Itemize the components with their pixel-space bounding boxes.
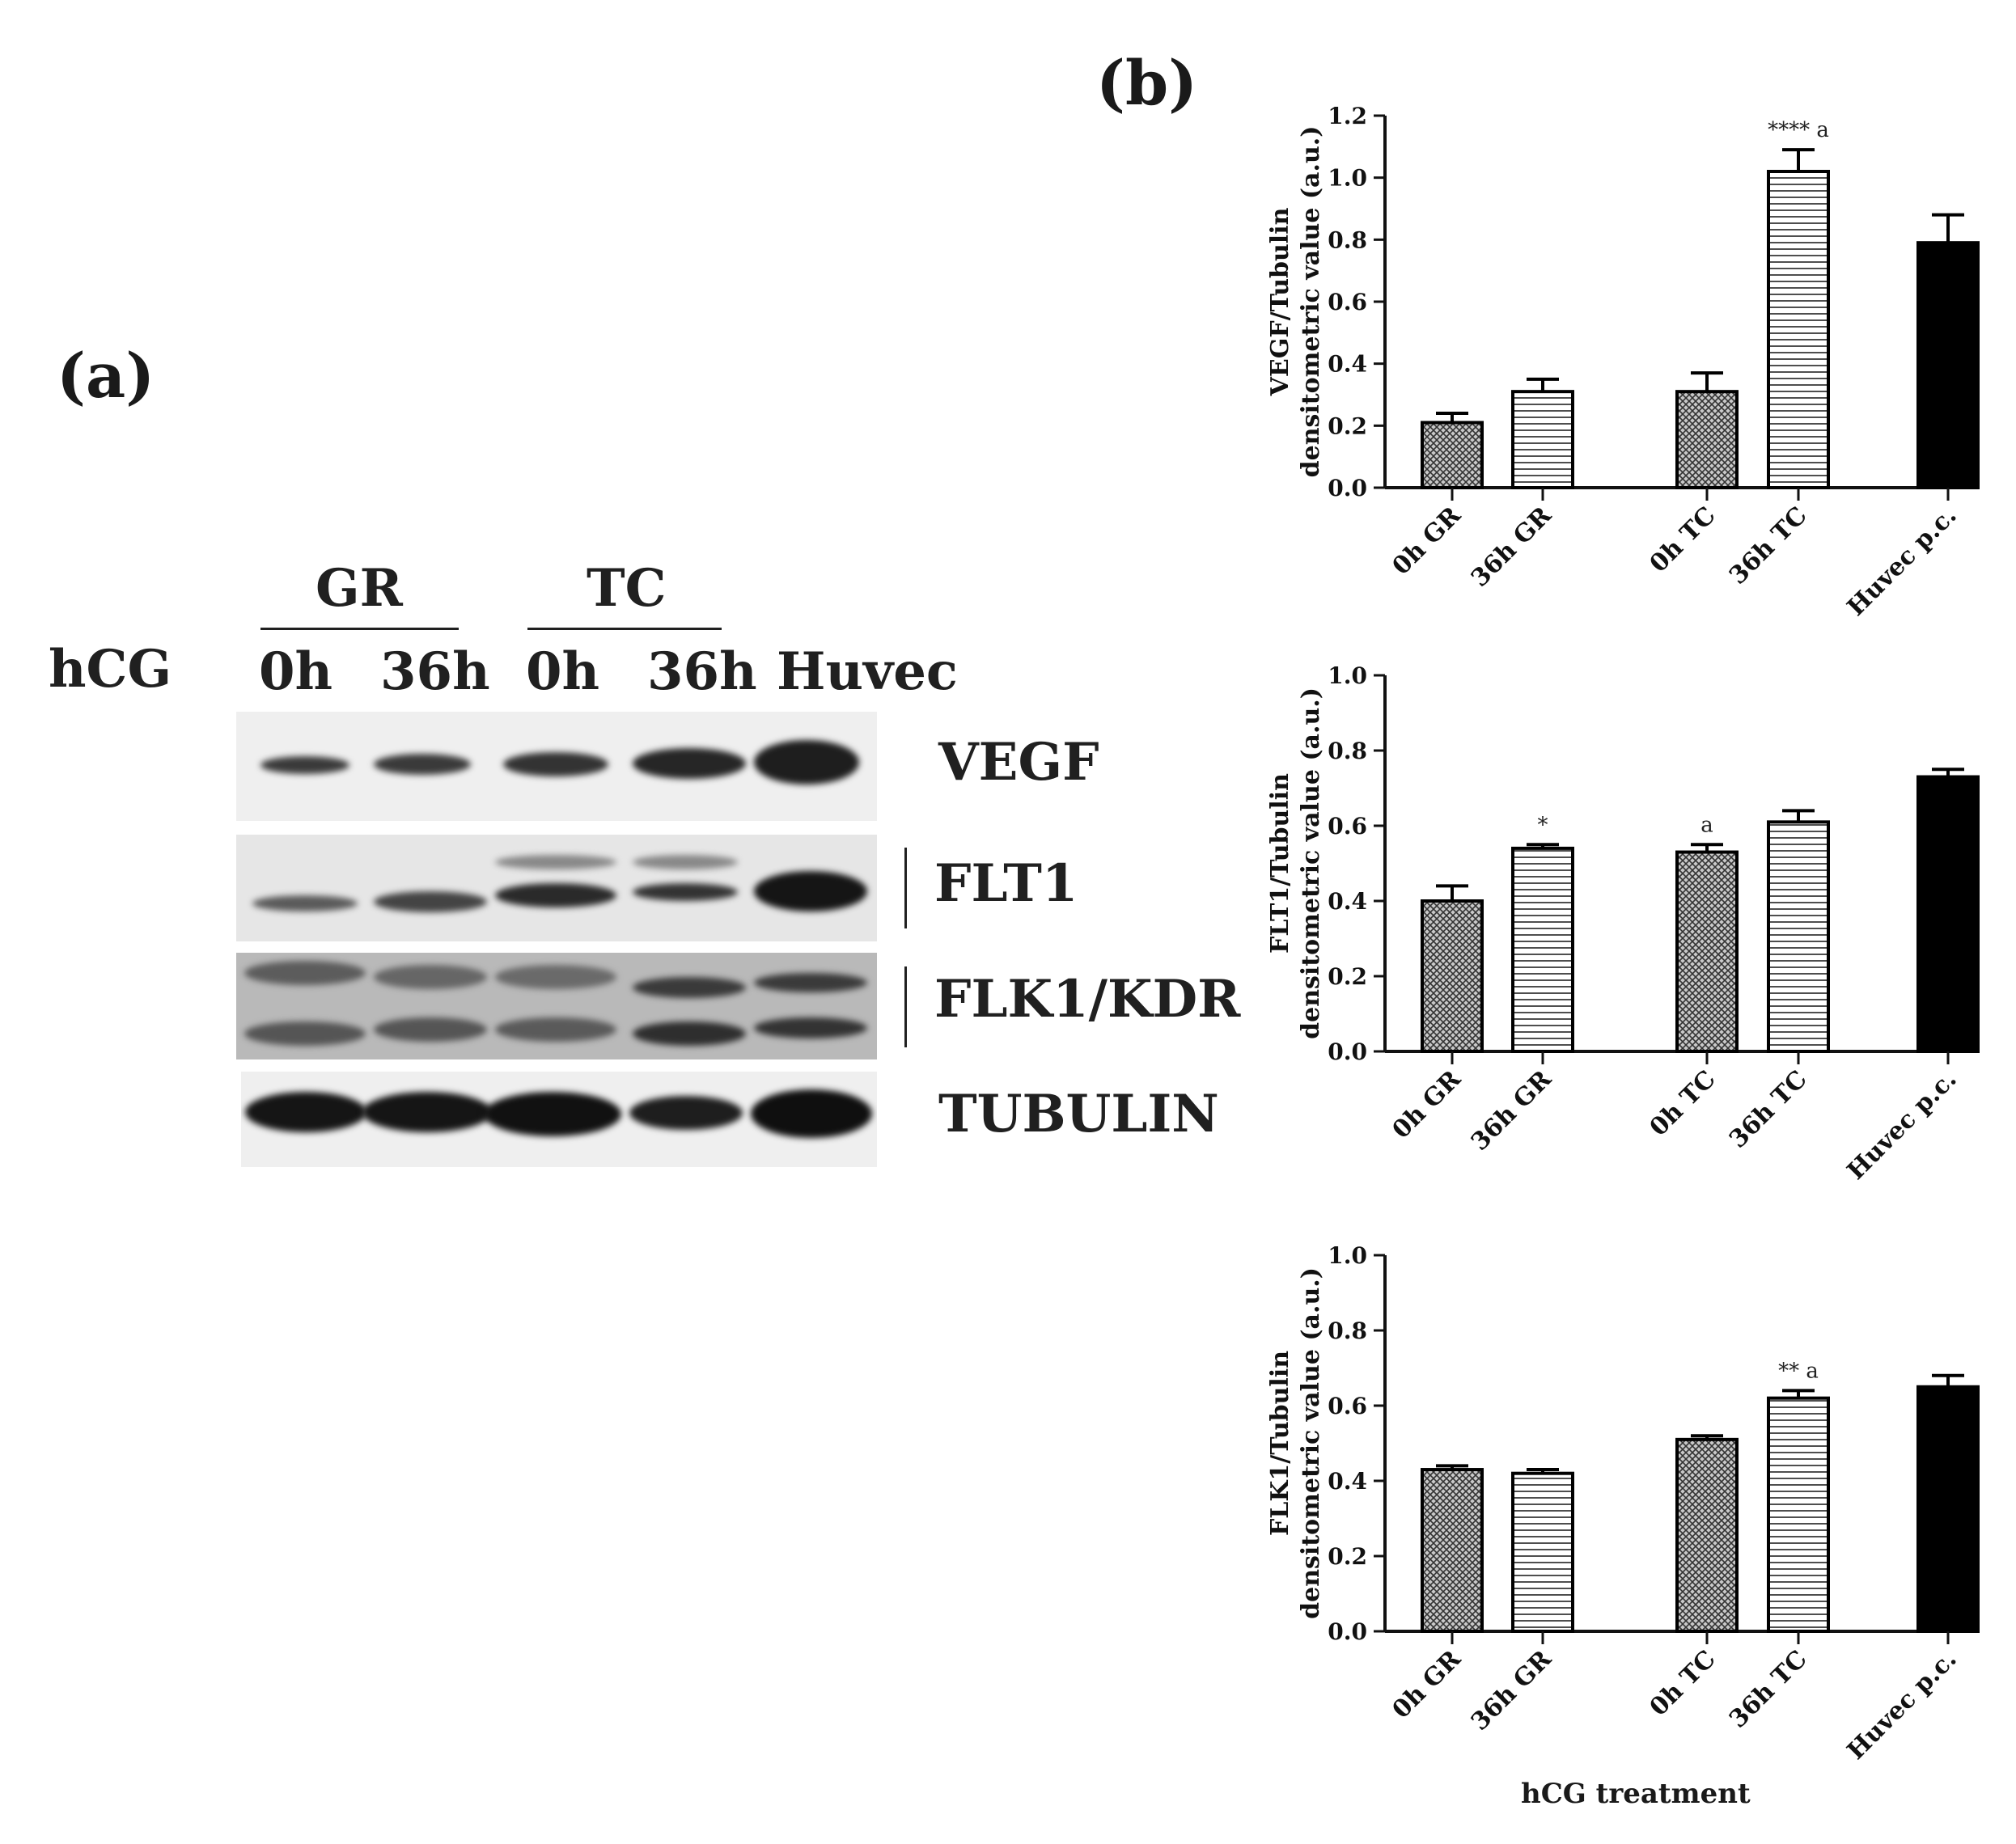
significance-label: ** a xyxy=(1778,1359,1819,1383)
panel-b-label: (b) xyxy=(1096,47,1198,119)
x-tick-label: 36h TC xyxy=(1724,1645,1813,1734)
x-tick-label: 0h GR xyxy=(1387,1064,1468,1144)
y-tick-label: 1.2 xyxy=(1328,103,1367,129)
y-tick-label: 0.6 xyxy=(1328,289,1367,315)
bar-0 xyxy=(1421,421,1484,489)
y-axis-title-line1: FLK1/Tubulin xyxy=(1266,1351,1294,1536)
y-tick-label: 0.4 xyxy=(1328,351,1367,378)
y-tick-label: 0.2 xyxy=(1328,963,1367,990)
x-tick-label: Huvec p.c. xyxy=(1842,1065,1963,1186)
y-tick-label: 1.0 xyxy=(1328,662,1367,689)
blot-strip-flt1 xyxy=(236,835,877,941)
bar-1 xyxy=(1511,390,1574,489)
x-tick-label: Huvec p.c. xyxy=(1842,1645,1963,1766)
x-tick-label: 36h GR xyxy=(1466,501,1558,593)
lane-label-1: 0h xyxy=(259,641,333,702)
lane-label-2: 36h xyxy=(380,641,490,702)
x-tick-label: 0h TC xyxy=(1645,1645,1722,1722)
protein-label-vegf: VEGF xyxy=(938,732,1099,793)
bar-4 xyxy=(1916,775,1980,1053)
bar-3 xyxy=(1767,820,1830,1053)
bar-0 xyxy=(1421,899,1484,1053)
x-tick-label: 0h GR xyxy=(1387,501,1468,581)
protein-label-flt1: FLT1 xyxy=(934,853,1078,914)
y-tick-label: 0.0 xyxy=(1328,1038,1367,1065)
y-tick-label: 0.2 xyxy=(1328,412,1367,439)
y-tick-label: 0.0 xyxy=(1328,475,1367,501)
y-tick-label: 1.0 xyxy=(1328,165,1367,192)
y-axis-title-line2: densitometric value (a.u.) xyxy=(1297,126,1325,478)
protein-label-flk1: FLK1/KDR xyxy=(934,969,1241,1030)
y-tick-label: 0.8 xyxy=(1328,738,1367,764)
lane-label-4: 36h xyxy=(647,641,757,702)
y-axis-title-line2: densitometric value (a.u.) xyxy=(1297,687,1325,1039)
group-label-gr: GR xyxy=(316,558,403,619)
bar-4 xyxy=(1916,241,1980,489)
blot-strip-flk1 xyxy=(236,953,877,1059)
bar-3 xyxy=(1767,1396,1830,1633)
y-tick-label: 0.4 xyxy=(1328,888,1367,915)
x-tick-label: 0h GR xyxy=(1387,1644,1468,1724)
protein-label-tubulin: TUBULIN xyxy=(938,1084,1219,1144)
flt1-bracket xyxy=(904,848,907,928)
x-tick-label: 36h GR xyxy=(1466,1644,1558,1736)
blot-strip-tubulin xyxy=(241,1072,877,1167)
hcg-row-label: hCG xyxy=(49,639,172,700)
x-tick-label: Huvec p.c. xyxy=(1842,501,1963,622)
bar-0 xyxy=(1421,1468,1484,1634)
flk1-bracket xyxy=(904,966,907,1047)
group-underline-tc xyxy=(527,628,722,630)
y-tick-label: 1.0 xyxy=(1328,1242,1367,1269)
bar-2 xyxy=(1675,850,1739,1054)
bar-1 xyxy=(1511,1471,1574,1633)
bar-2 xyxy=(1675,390,1739,489)
y-tick-label: 0.8 xyxy=(1328,1317,1367,1344)
x-tick-label: 36h TC xyxy=(1724,1065,1813,1154)
panel-a-label: (a) xyxy=(57,340,155,412)
y-tick-label: 0.0 xyxy=(1328,1618,1367,1645)
y-tick-label: 0.8 xyxy=(1328,226,1367,253)
y-axis-title-line2: densitometric value (a.u.) xyxy=(1297,1267,1325,1619)
lane-label-3: 0h xyxy=(526,641,600,702)
y-axis-title-line1: FLT1/Tubulin xyxy=(1266,773,1294,954)
blot-strip-vegf xyxy=(236,712,877,821)
y-tick-label: 0.6 xyxy=(1328,1393,1367,1419)
y-tick-label: 0.4 xyxy=(1328,1468,1367,1495)
x-tick-label: 0h TC xyxy=(1645,1065,1722,1142)
bar-4 xyxy=(1916,1385,1980,1633)
lane-label-5: Huvec xyxy=(777,641,958,702)
y-axis-title-line1: VEGF/Tubulin xyxy=(1266,207,1294,396)
bar-2 xyxy=(1675,1437,1739,1633)
x-axis-title: hCG treatment xyxy=(1521,1778,1751,1810)
significance-label: **** a xyxy=(1768,118,1829,142)
group-label-tc: TC xyxy=(587,558,667,619)
y-tick-label: 0.6 xyxy=(1328,813,1367,840)
significance-label: a xyxy=(1700,813,1713,837)
y-tick-label: 0.2 xyxy=(1328,1543,1367,1570)
x-tick-label: 36h GR xyxy=(1466,1064,1558,1157)
x-tick-label: 36h TC xyxy=(1724,501,1813,590)
bar-3 xyxy=(1767,170,1830,489)
x-tick-label: 0h TC xyxy=(1645,501,1722,578)
group-underline-gr xyxy=(260,628,459,630)
significance-label: * xyxy=(1538,813,1548,837)
bar-1 xyxy=(1511,846,1574,1054)
